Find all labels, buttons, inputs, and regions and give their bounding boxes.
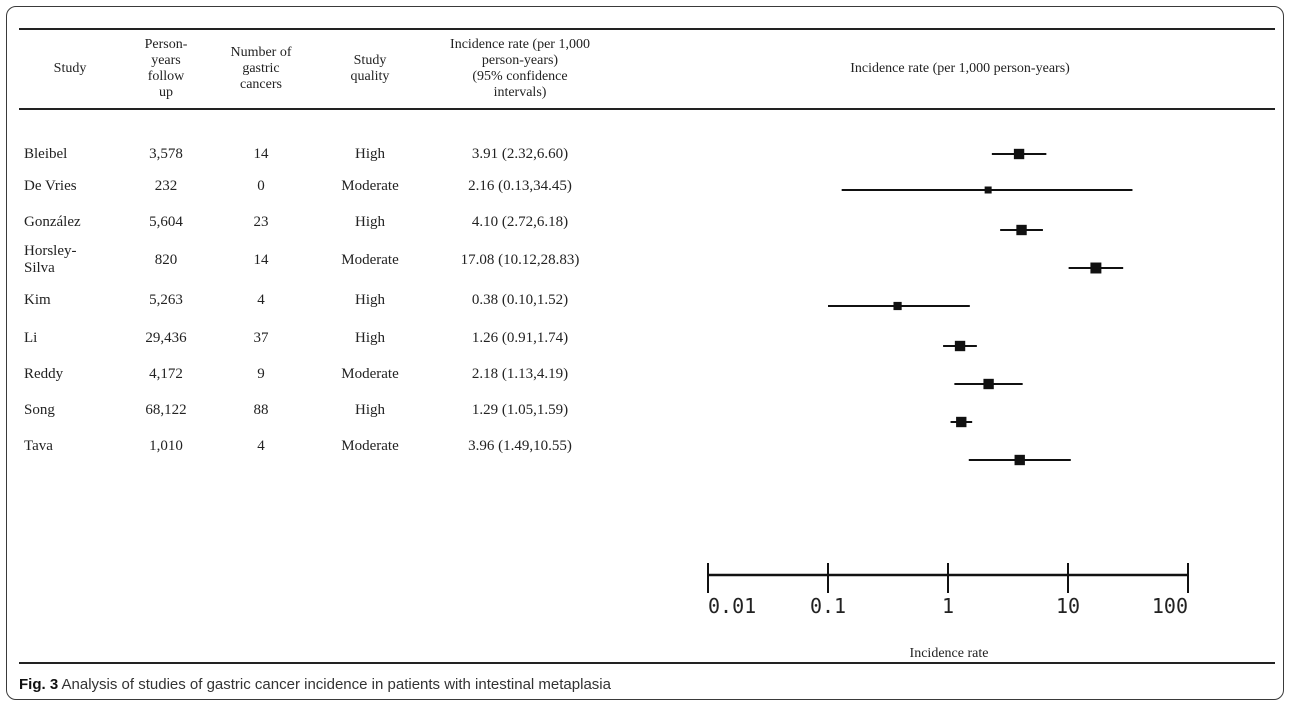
cell-gastric-cancers: 9 <box>257 365 265 382</box>
x-tick-label: 1 <box>942 594 954 618</box>
cell-person-years: 68,122 <box>145 401 187 418</box>
caption-text: Analysis of studies of gastric cancer in… <box>58 676 611 693</box>
figure-caption: Fig. 3 Analysis of studies of gastric ca… <box>19 676 611 693</box>
header-rule <box>19 108 1275 110</box>
cell-incidence-rate: 17.08 (10.12,28.83) <box>460 251 580 268</box>
cell-person-years: 4,172 <box>149 365 183 382</box>
point-estimate-marker <box>1090 262 1102 274</box>
point-estimate-marker <box>956 416 967 428</box>
cell-study: Reddy <box>24 365 64 382</box>
cell-study-quality: High <box>355 145 385 162</box>
cell-study: González <box>24 213 81 230</box>
cell-study: Li <box>24 329 38 346</box>
cell-incidence-rate: 0.38 (0.10,1.52) <box>471 291 569 308</box>
header-person-years-text: Person- years follow up <box>144 37 188 100</box>
cell-study: Song <box>24 401 55 418</box>
x-tick-label: 100 <box>1152 594 1188 618</box>
caption-label: Fig. 3 <box>19 676 59 693</box>
cell-study: Kim <box>24 291 51 308</box>
point-estimate-marker <box>983 378 994 390</box>
cell-person-years: 232 <box>154 177 178 194</box>
cell-incidence-rate: 2.18 (1.13,4.19) <box>471 365 569 382</box>
cell-study: Tava <box>24 437 53 454</box>
cell-incidence-rate: 1.26 (0.91,1.74) <box>471 329 569 346</box>
x-tick-label: 10 <box>1056 594 1080 618</box>
header-incidence-rate-ci: Incidence rate (per 1,000 person-years) … <box>420 30 620 108</box>
cell-study-quality: High <box>355 329 385 346</box>
cell-incidence-rate: 4.10 (2.72,6.18) <box>471 213 569 230</box>
header-incidence-rate-ci-text: Incidence rate (per 1,000 person-years) … <box>450 37 590 100</box>
cell-gastric-cancers: 4 <box>257 437 265 454</box>
plot-title-text: Incidence rate (per 1,000 person-years) <box>850 61 1070 76</box>
cell-gastric-cancers: 4 <box>257 291 265 308</box>
cell-person-years: 5,263 <box>149 291 183 308</box>
cell-study-quality: Moderate <box>341 437 399 454</box>
cell-study: Bleibel <box>24 145 68 162</box>
header-study-quality: Study quality <box>311 30 429 108</box>
top-rule <box>19 28 1275 30</box>
cell-incidence-rate: 3.96 (1.49,10.55) <box>468 437 572 454</box>
point-estimate-marker <box>1016 224 1027 236</box>
point-estimate-marker <box>893 301 902 311</box>
x-tick-label: 0.1 <box>810 594 846 618</box>
point-estimate-marker <box>984 186 992 194</box>
x-tick-label: 0.01 <box>708 594 756 618</box>
cell-study-quality: High <box>355 401 385 418</box>
cell-person-years: 5,604 <box>149 213 183 230</box>
cell-gastric-cancers: 14 <box>253 145 269 162</box>
cell-gastric-cancers: 37 <box>253 329 269 346</box>
bottom-rule <box>19 662 1275 664</box>
cell-study-quality: Moderate <box>341 251 399 268</box>
header-study: Study <box>19 30 121 108</box>
cell-gastric-cancers: 23 <box>253 213 269 230</box>
cell-incidence-rate: 2.16 (0.13,34.45) <box>468 177 572 194</box>
point-estimate-marker <box>1013 148 1025 160</box>
header-study-text: Study <box>53 61 87 76</box>
x-axis-title-text: Incidence rate <box>909 646 989 661</box>
point-estimate-marker <box>1014 454 1025 466</box>
cell-gastric-cancers: 88 <box>253 401 269 418</box>
cell-person-years: 1,010 <box>149 437 183 454</box>
cell-study: Horsley- Silva <box>24 243 77 276</box>
cell-study: De Vries <box>24 177 77 194</box>
header-number-of-cancers: Number of gastric cancers <box>211 30 311 108</box>
cell-gastric-cancers: 14 <box>253 251 269 268</box>
cell-study-quality: High <box>355 213 385 230</box>
cell-study-quality: Moderate <box>341 365 399 382</box>
x-axis-title: Incidence rate <box>0 646 1292 662</box>
header-person-years: Person- years follow up <box>121 30 211 108</box>
header-study-quality-text: Study quality <box>350 53 390 84</box>
cell-person-years: 820 <box>154 251 178 268</box>
header-number-of-cancers-text: Number of gastric cancers <box>230 45 292 92</box>
cell-incidence-rate: 3.91 (2.32,6.60) <box>471 145 569 162</box>
cell-gastric-cancers: 0 <box>257 177 265 194</box>
figure-frame <box>6 6 1284 700</box>
header-plot-title: Incidence rate (per 1,000 person-years) <box>640 30 1280 108</box>
cell-study-quality: High <box>355 291 385 308</box>
cell-person-years: 3,578 <box>149 145 183 162</box>
cell-incidence-rate: 1.29 (1.05,1.59) <box>471 401 569 418</box>
cell-person-years: 29,436 <box>145 329 187 346</box>
cell-study-quality: Moderate <box>341 177 399 194</box>
point-estimate-marker <box>954 340 966 352</box>
